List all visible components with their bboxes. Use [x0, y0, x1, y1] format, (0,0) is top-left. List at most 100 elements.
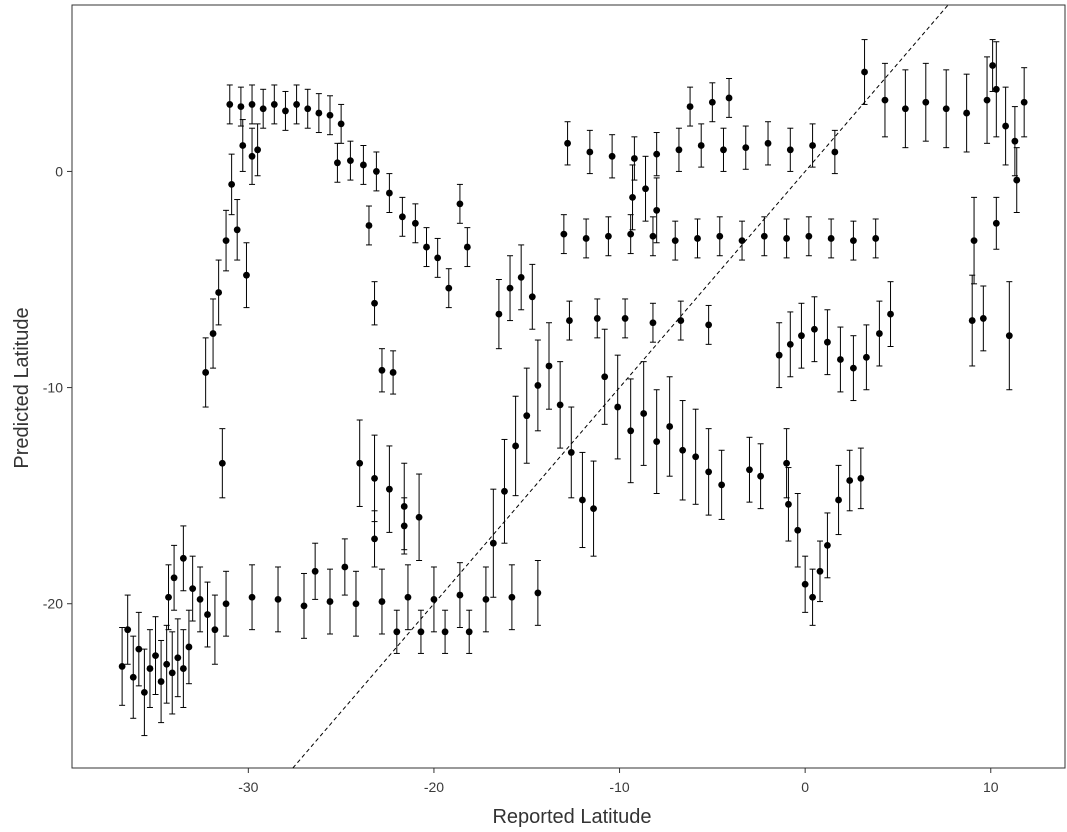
data-point — [746, 436, 753, 503]
point-marker — [347, 157, 354, 165]
data-point — [968, 274, 976, 367]
data-point — [371, 434, 378, 523]
data-point — [725, 77, 733, 118]
point-marker — [627, 427, 635, 435]
point-marker — [209, 330, 217, 337]
point-marker — [378, 598, 386, 605]
point-marker — [824, 541, 831, 549]
point-marker — [465, 628, 473, 636]
point-marker — [356, 459, 364, 467]
data-point — [1020, 67, 1028, 138]
data-point — [846, 449, 854, 512]
point-marker — [875, 330, 883, 337]
data-point — [517, 244, 525, 311]
data-point — [760, 216, 768, 257]
data-point — [837, 326, 844, 393]
point-marker — [202, 369, 210, 376]
y-tick-label: -10 — [43, 380, 63, 396]
point-marker — [857, 474, 865, 482]
data-point — [508, 564, 516, 631]
point-marker — [506, 284, 514, 292]
data-point — [209, 298, 217, 369]
point-marker — [805, 232, 813, 240]
point-marker — [992, 219, 1000, 227]
data-point — [827, 218, 835, 259]
data-point — [567, 406, 575, 499]
point-marker — [204, 611, 211, 618]
data-point — [627, 214, 635, 255]
data-point — [992, 196, 1000, 250]
data-point — [311, 542, 319, 600]
point-marker — [979, 315, 987, 322]
data-point — [248, 84, 256, 125]
point-marker — [352, 600, 360, 608]
point-marker — [1020, 98, 1028, 106]
data-point — [666, 376, 674, 477]
point-marker — [785, 500, 792, 508]
plot-border — [71, 4, 1066, 769]
point-marker — [564, 139, 571, 147]
point-marker — [179, 665, 187, 672]
point-marker — [677, 317, 685, 324]
data-point — [835, 464, 842, 536]
data-point — [534, 559, 542, 626]
data-point — [523, 367, 531, 464]
data-point — [226, 84, 234, 125]
point-marker — [837, 356, 844, 363]
data-point — [501, 438, 508, 544]
point-marker — [1002, 122, 1010, 130]
point-marker — [243, 271, 250, 279]
data-point — [430, 566, 438, 633]
data-points — [118, 39, 1028, 737]
point-marker — [679, 446, 687, 454]
point-marker — [872, 235, 880, 242]
data-point — [582, 218, 590, 259]
data-point — [293, 84, 300, 125]
data-point — [1013, 147, 1021, 214]
point-marker — [593, 315, 601, 322]
data-point — [196, 566, 204, 633]
data-point — [608, 134, 616, 179]
data-point — [983, 56, 991, 144]
point-marker — [783, 235, 790, 242]
data-point — [222, 209, 230, 272]
data-point — [423, 227, 430, 268]
point-marker — [389, 369, 397, 376]
point-marker — [649, 319, 657, 327]
point-marker — [1013, 176, 1021, 184]
data-point — [482, 566, 490, 633]
data-point — [692, 408, 700, 505]
point-marker — [968, 317, 976, 324]
data-point — [400, 497, 408, 555]
data-point — [233, 199, 241, 261]
x-tick-label: 0 — [801, 779, 809, 795]
y-tick-label: -20 — [43, 596, 63, 612]
point-marker — [517, 273, 525, 281]
data-point — [718, 449, 726, 520]
point-marker — [983, 96, 991, 104]
point-marker — [534, 589, 542, 597]
point-marker — [385, 485, 393, 493]
data-point — [922, 62, 930, 142]
data-point — [170, 544, 178, 611]
data-point — [671, 220, 679, 261]
point-marker — [135, 645, 143, 653]
point-marker — [411, 219, 419, 227]
data-point — [152, 616, 159, 696]
point-marker — [627, 230, 635, 238]
data-point — [901, 69, 909, 149]
data-point — [992, 41, 1000, 138]
data-point — [179, 525, 187, 592]
point-marker — [489, 539, 497, 547]
point-marker — [601, 373, 609, 381]
data-point — [708, 82, 716, 123]
data-point — [679, 400, 687, 501]
point-marker — [163, 660, 171, 668]
data-point — [590, 460, 597, 557]
data-point — [222, 570, 230, 637]
data-point — [274, 566, 282, 633]
data-point — [163, 624, 171, 704]
data-point — [630, 136, 638, 181]
point-marker — [248, 152, 256, 160]
point-marker — [434, 254, 442, 262]
